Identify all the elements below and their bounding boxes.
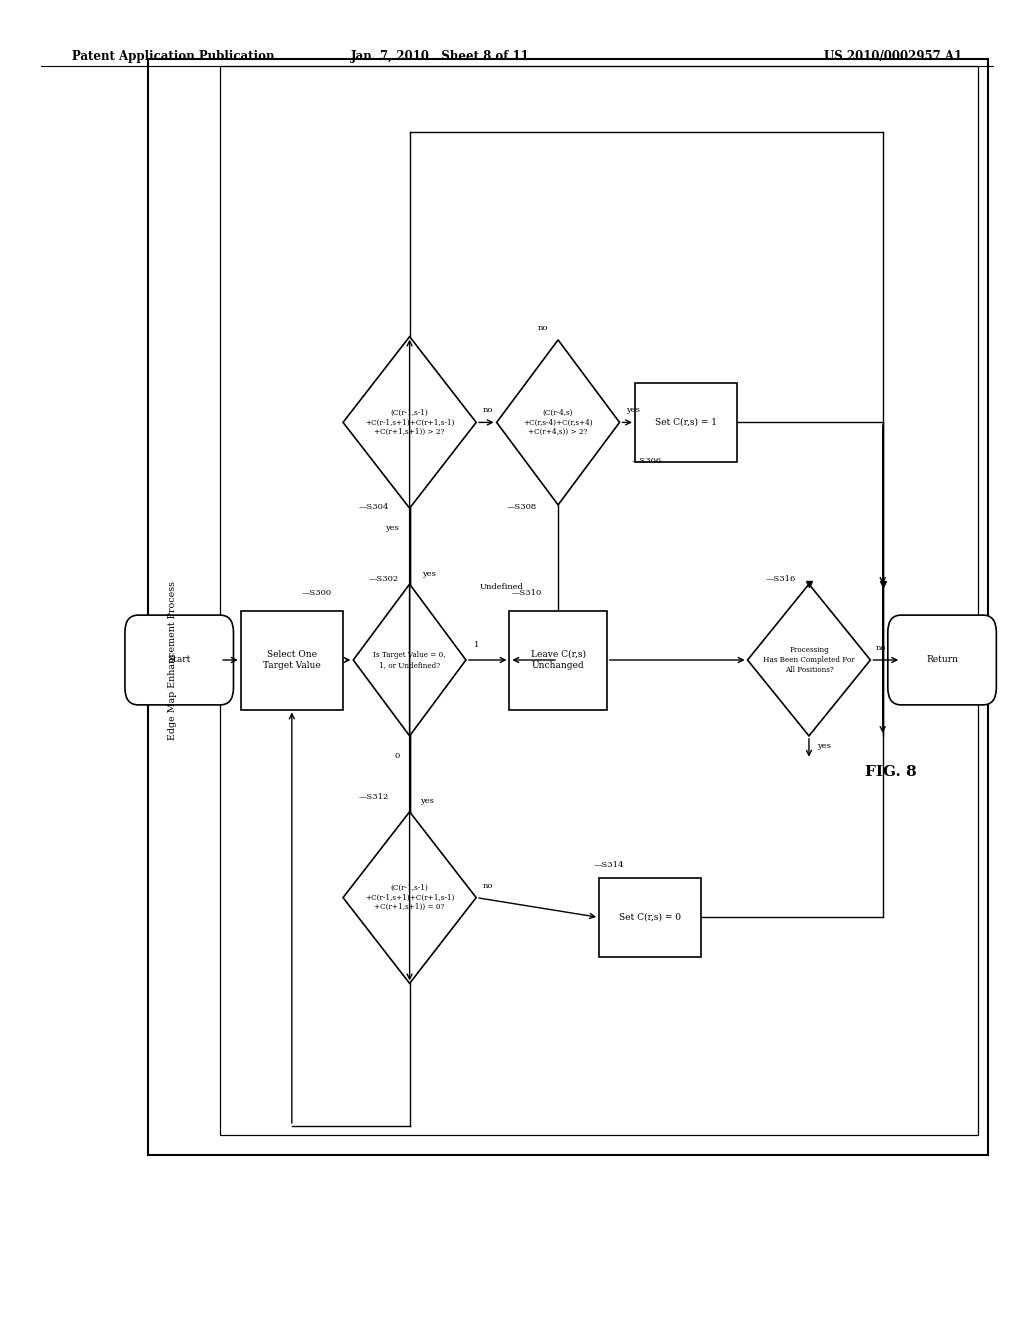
Text: (C(r-4,s)
+C(r,s-4)+C(r,s+4)
+C(r+4,s)) > 2?: (C(r-4,s) +C(r,s-4)+C(r,s+4) +C(r+4,s)) … <box>523 409 593 436</box>
Bar <box>510 610 606 710</box>
Text: no: no <box>482 407 493 414</box>
Text: Return: Return <box>926 656 958 664</box>
Text: Set C(r,s) = 1: Set C(r,s) = 1 <box>655 418 717 426</box>
Text: Patent Application Publication: Patent Application Publication <box>72 50 274 63</box>
Polygon shape <box>497 339 620 504</box>
Text: —S314: —S314 <box>594 861 625 869</box>
Bar <box>599 878 701 957</box>
Bar <box>220 66 978 1135</box>
Text: —S308: —S308 <box>507 503 538 511</box>
Text: US 2010/0002957 A1: US 2010/0002957 A1 <box>824 50 963 63</box>
FancyBboxPatch shape <box>888 615 996 705</box>
Text: yes: yes <box>817 742 831 751</box>
Text: FIG. 8: FIG. 8 <box>865 766 916 779</box>
Text: —S302: —S302 <box>369 576 398 583</box>
Bar <box>635 383 737 462</box>
Text: (C(r-1,s-1)
+C(r-1,s+1)+C(r+1,s-1)
+C(r+1,s+1)) = 0?: (C(r-1,s-1) +C(r-1,s+1)+C(r+1,s-1) +C(r+… <box>365 884 455 911</box>
Text: —S316: —S316 <box>766 576 797 583</box>
Text: 0: 0 <box>394 752 399 760</box>
Bar <box>241 610 343 710</box>
Text: —S312: —S312 <box>358 793 389 801</box>
Text: Jan. 7, 2010   Sheet 8 of 11: Jan. 7, 2010 Sheet 8 of 11 <box>351 50 529 63</box>
Polygon shape <box>343 337 476 508</box>
Text: Leave C(r,s)
Unchanged: Leave C(r,s) Unchanged <box>530 649 586 671</box>
Text: 1: 1 <box>474 642 479 649</box>
Text: no: no <box>482 882 493 890</box>
Text: —S304: —S304 <box>358 503 389 511</box>
Polygon shape <box>343 812 476 983</box>
Text: yes: yes <box>626 407 640 414</box>
Text: yes: yes <box>422 569 436 578</box>
Text: no: no <box>876 644 886 652</box>
Text: Select One
Target Value: Select One Target Value <box>263 649 321 671</box>
Text: Processing
Has Been Completed For
All Positions?: Processing Has Been Completed For All Po… <box>763 647 855 673</box>
Text: —S306: —S306 <box>632 457 662 465</box>
Polygon shape <box>353 583 466 737</box>
Text: yes: yes <box>385 524 399 532</box>
Text: Start: Start <box>168 656 190 664</box>
Bar <box>148 59 988 1155</box>
Text: Undefined: Undefined <box>480 583 523 591</box>
Text: Set C(r,s) = 0: Set C(r,s) = 0 <box>620 913 681 921</box>
Text: Is Target Value = 0,
1, or Undefined?: Is Target Value = 0, 1, or Undefined? <box>374 651 445 669</box>
Text: (C(r-1,s-1)
+C(r-1,s+1)+C(r+1,s-1)
+C(r+1,s+1)) > 2?: (C(r-1,s-1) +C(r-1,s+1)+C(r+1,s-1) +C(r+… <box>365 409 455 436</box>
FancyBboxPatch shape <box>125 615 233 705</box>
Text: no: no <box>538 323 548 331</box>
Polygon shape <box>748 583 870 737</box>
Text: yes: yes <box>420 797 434 805</box>
Text: Edge Map Enhancement Process: Edge Map Enhancement Process <box>168 581 176 739</box>
Text: —S300: —S300 <box>302 589 332 597</box>
Text: —S310: —S310 <box>512 589 543 597</box>
